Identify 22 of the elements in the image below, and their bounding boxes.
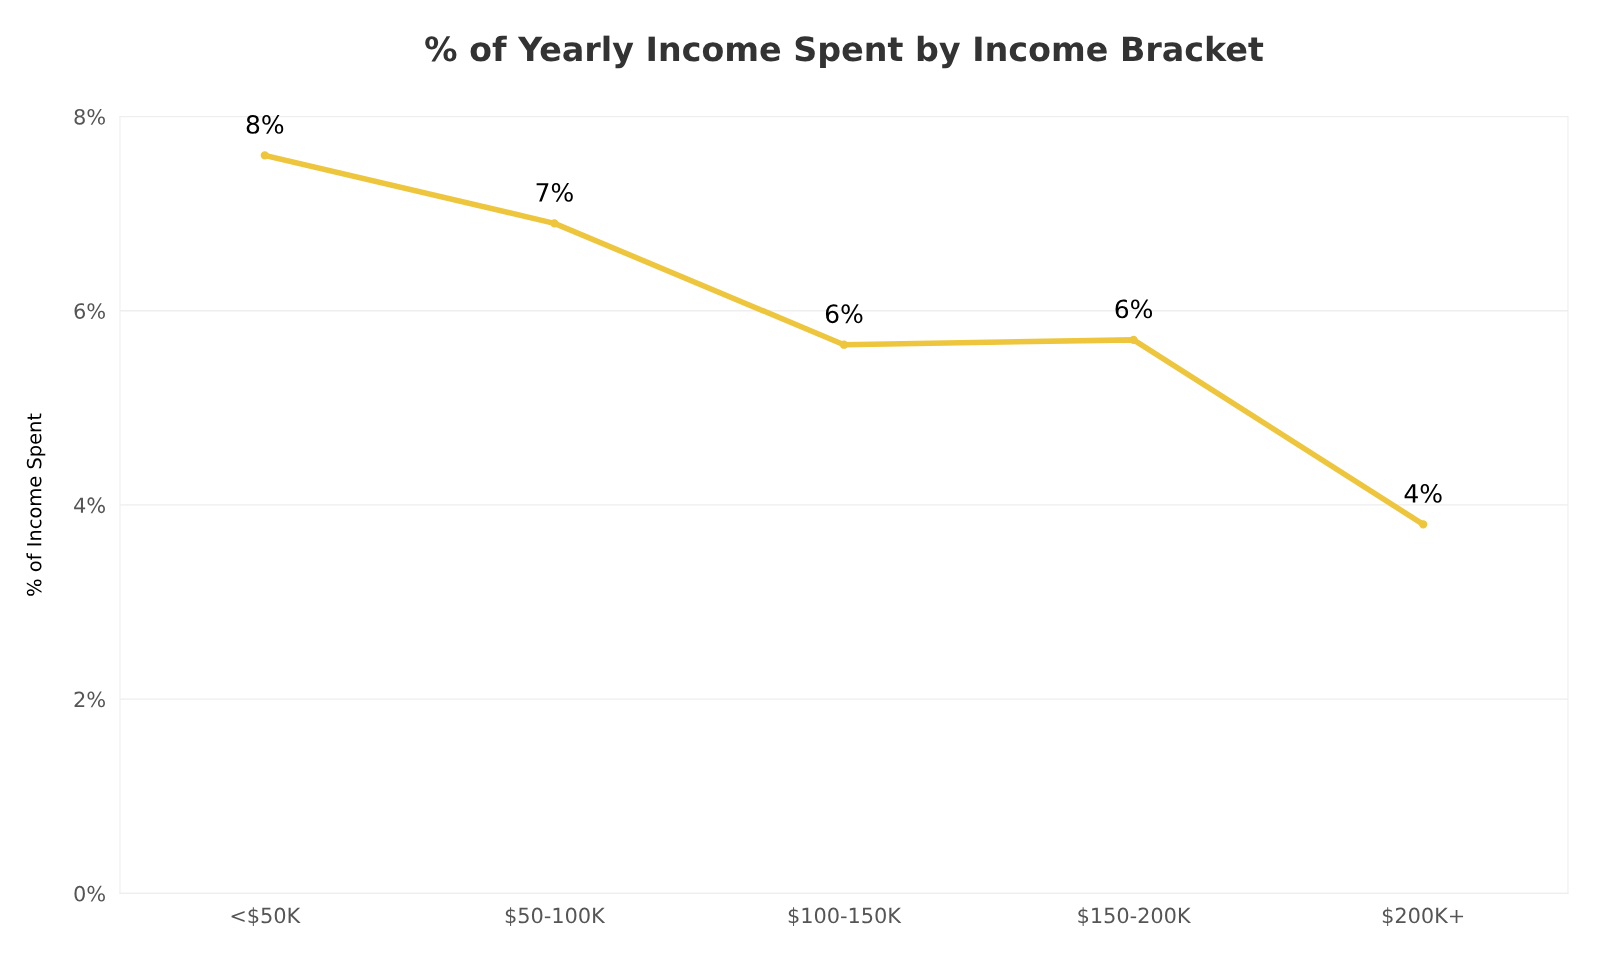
- point: [550, 219, 559, 228]
- x-tick-label: $200K+: [1382, 907, 1464, 927]
- data-label: 6%: [1115, 299, 1153, 319]
- data-label: 4%: [1404, 483, 1442, 503]
- y-axis-title: % of Income Spent: [26, 413, 46, 596]
- point: [1129, 335, 1138, 345]
- data-label: 6%: [825, 304, 863, 324]
- x-tick-label: $50-100K: [505, 907, 606, 927]
- y-tick-label: 2%: [74, 691, 105, 708]
- y-tick-label: 0%: [74, 885, 105, 902]
- x-tick-label: $150-200K: [1078, 907, 1192, 927]
- data-label: 7%: [536, 182, 573, 202]
- chart-title: % of Yearly Income Spent by Income Bracket: [425, 35, 1264, 69]
- point: [1419, 520, 1428, 529]
- y-tick-label: 8%: [74, 108, 105, 125]
- data-label: 8%: [246, 114, 284, 134]
- x-tick-label: <$50K: [231, 907, 301, 927]
- x-tick-label: $100-150K: [788, 907, 902, 927]
- point: [260, 151, 269, 160]
- point: [839, 340, 849, 349]
- y-tick-label: 6%: [74, 303, 105, 319]
- y-tick-label: 4%: [74, 497, 105, 514]
